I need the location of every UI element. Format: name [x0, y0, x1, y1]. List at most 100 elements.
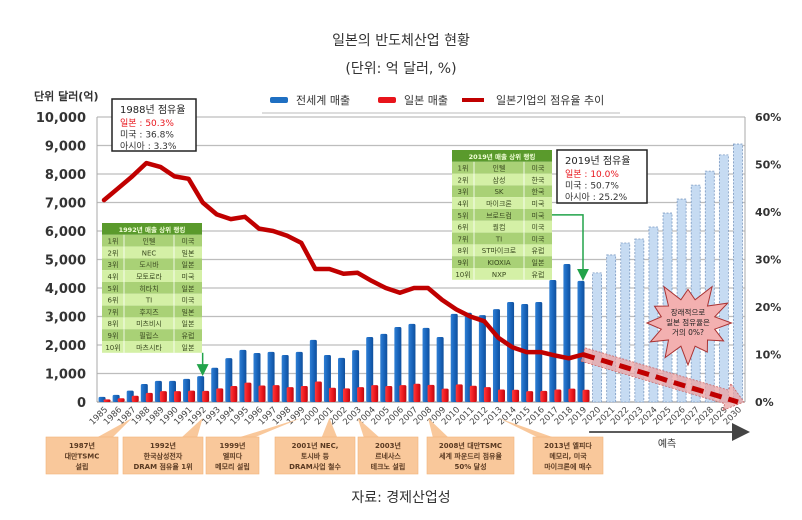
callout-pointer	[357, 418, 380, 438]
rank-table-header: 1992년 매출 상위 랭킹	[119, 225, 186, 234]
callout-pointer	[428, 418, 449, 438]
rank-table-cell: 유럽	[182, 331, 195, 340]
rank-table-cell: TI	[145, 297, 152, 305]
bar-japan-sales	[554, 389, 562, 402]
rank-table-cell: 5위	[458, 212, 469, 220]
rank-table-cell: 유럽	[532, 270, 545, 279]
callout-text: 엘피다	[223, 452, 243, 461]
bar-japan-sales	[469, 385, 477, 402]
rank-table-cell: 7위	[458, 235, 469, 243]
bar-japan-sales	[385, 386, 393, 402]
forecast-label: 예측	[658, 438, 676, 450]
bar-world-sales	[549, 280, 557, 402]
rank-table-cell: 인텔	[143, 237, 156, 246]
rank-table-row	[102, 329, 202, 341]
y-tick-label: 6,000	[45, 225, 86, 240]
rank-table-row	[102, 341, 202, 353]
legend-swatch	[270, 97, 288, 103]
rank-table-header-bg	[452, 150, 552, 162]
bar-world-sales	[563, 264, 571, 402]
rank-table-cell: 모토로라	[136, 272, 162, 281]
y-tick-label: 0	[77, 396, 86, 411]
rank-table-row	[102, 270, 202, 282]
rank-table-cell: 미국	[532, 211, 545, 220]
bar-japan-sales	[413, 383, 421, 402]
bar-world-sales	[478, 315, 486, 402]
bar-japan-sales	[216, 388, 224, 402]
callout-pointer	[96, 418, 133, 438]
callout-text: 1992년	[150, 441, 176, 450]
rank-table-cell: 10위	[105, 344, 120, 352]
y-tick-label: 8,000	[45, 168, 86, 183]
callout-text: 2001년 NEC,	[292, 441, 339, 450]
y2-tick-label: 30%	[755, 254, 781, 267]
rank-table-cell: 유럽	[532, 246, 545, 255]
bar-japan-sales	[526, 391, 534, 402]
rank-table-cell: 미국	[182, 237, 195, 246]
rank-table-cell: 8위	[108, 320, 119, 328]
legend-label: 일본 매출	[404, 93, 448, 107]
rank-table-cell: 일본	[182, 307, 195, 316]
line-japan-share	[101, 160, 586, 361]
rank-table-cell: 미국	[532, 164, 545, 173]
y-tick-label: 4,000	[45, 282, 86, 297]
rank-table-row	[102, 246, 202, 259]
rank-table-row	[102, 317, 202, 330]
bar-japan-sales	[230, 386, 238, 402]
bar-japan-sales	[103, 399, 111, 402]
rank-table-cell: 9위	[458, 259, 469, 267]
chart-title: 일본의 반도체산업 현황	[332, 33, 470, 49]
rank-table-row	[452, 232, 552, 245]
rank-table-row	[102, 258, 202, 271]
rank-table-row	[452, 185, 552, 198]
y-tick-label: 7,000	[45, 197, 86, 212]
rank-table-cell: 일본	[532, 258, 545, 267]
rank-table-cell: SK	[494, 188, 503, 196]
legend-item: 일본기업의 점유율 추이	[462, 93, 604, 107]
rank-table-cell: 미국	[182, 272, 195, 281]
line-japan-share-forecast	[582, 352, 739, 405]
legend-label: 일본기업의 점유율 추이	[496, 93, 604, 107]
y-tick-label: 5,000	[45, 254, 86, 269]
burst-text: 일본 점유율은	[666, 317, 710, 327]
share-box-line: 일본 : 50.3%	[120, 118, 174, 129]
rank-table-cell: 미국	[532, 234, 545, 243]
share-box-title: 2019년 점유율	[565, 155, 630, 167]
share-lines	[101, 160, 739, 405]
callout-pointer	[237, 418, 302, 438]
y2-tick-label: 50%	[755, 159, 781, 172]
x-axis: 1985198619871988198919901991199219931994…	[88, 405, 744, 427]
bar-japan-sales	[314, 381, 322, 402]
bar-japan-sales	[540, 390, 548, 402]
rank-table-cell: 3위	[458, 188, 469, 196]
bar-japan-sales	[272, 385, 280, 402]
bar-japan-sales	[343, 388, 351, 402]
bar-japan-sales	[244, 382, 252, 402]
rank-table-row	[452, 256, 552, 268]
bar-japan-sales	[582, 389, 590, 402]
bar-world-sales-forecast	[592, 272, 602, 403]
rank-table-row	[452, 197, 552, 209]
rank-table-cell: 마이크론	[486, 199, 512, 208]
y-tick-label: 10,000	[36, 111, 86, 126]
rank-table-cell: 일본	[182, 260, 195, 269]
rank-table-cell: 삼성	[493, 175, 506, 184]
bar-world-sales	[464, 312, 472, 402]
callout-text: 메모리, 미국	[549, 452, 587, 461]
rank-table-cell: 인텔	[493, 164, 506, 173]
rank-table-row	[102, 293, 202, 306]
bar-world-sales-forecast	[704, 170, 715, 403]
legend-item: 일본 매출	[378, 93, 448, 107]
rank-table-row	[452, 220, 552, 233]
callout-text: DRAM 점유율 1위	[133, 462, 192, 471]
bar-japan-sales	[427, 384, 435, 402]
bar-world-sales-forecast	[620, 242, 631, 403]
